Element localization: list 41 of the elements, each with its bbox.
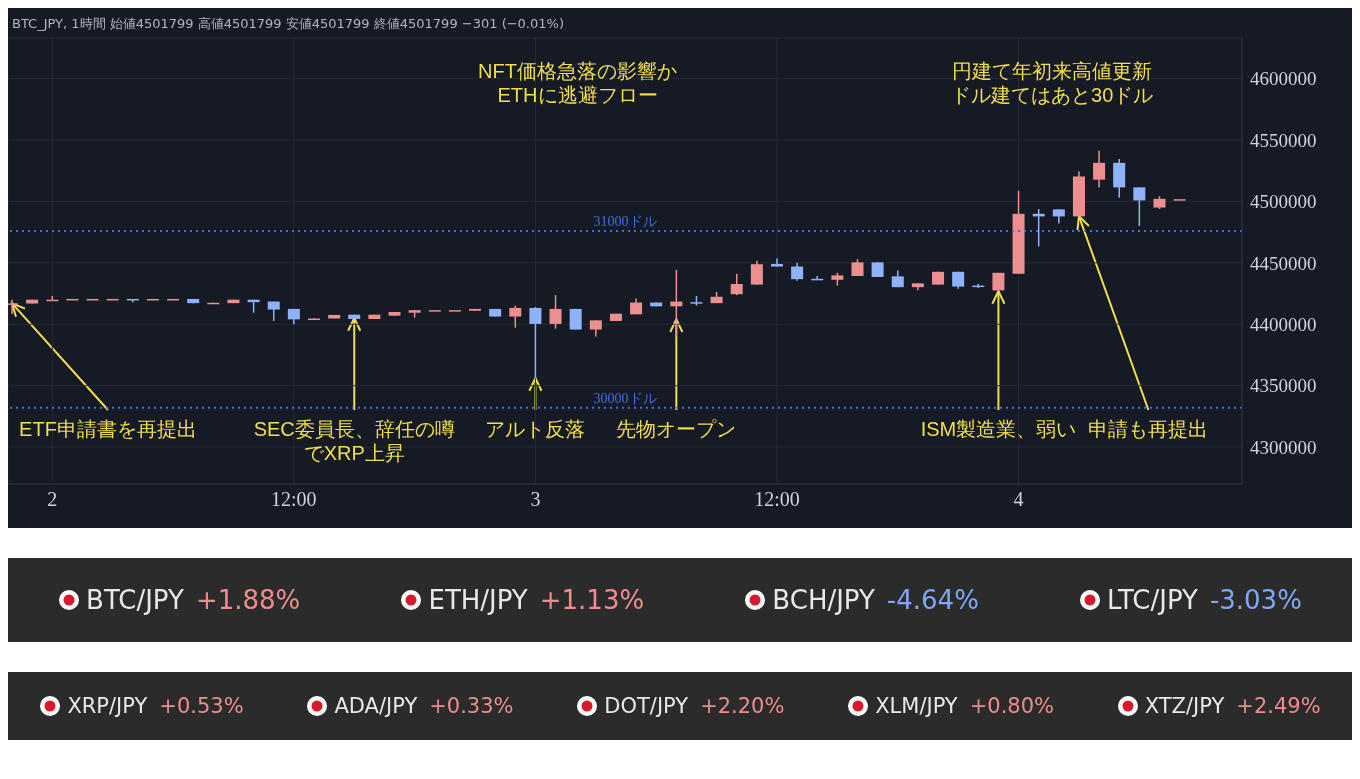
- candlestick: [509, 304, 522, 329]
- text: XRP/JPY +0.53%: [67, 694, 244, 718]
- chart-title: BTC_JPY, 1時間 始値4501799 高値4501799 安値4501799 終値4501799 −301 (−0.01%): [12, 16, 564, 31]
- candlestick: [1133, 186, 1146, 227]
- candlestick: [750, 259, 763, 286]
- candlestick: [549, 294, 562, 330]
- x-tick-label: 3: [530, 488, 541, 511]
- annotation: ETF申請書を再提出: [19, 418, 197, 440]
- x-tick-label: 2: [47, 488, 58, 511]
- annotation: 円建て年初来高値更新ドル建てはあと30ドル: [951, 60, 1154, 106]
- y-tick-label: 4400000: [1250, 314, 1317, 336]
- candlestick: [730, 273, 743, 296]
- x-tick-label: 4: [1013, 488, 1024, 511]
- ref-line-label: 30000ドル: [593, 390, 657, 406]
- annotation: ISM製造業、弱い: [920, 418, 1077, 440]
- text: ETH/JPY +1.13%: [428, 585, 645, 615]
- text: BTC/JPY +1.88%: [86, 585, 301, 615]
- candlestick: [791, 261, 804, 282]
- x-tick-label: 12:00: [271, 488, 317, 511]
- y-tick-label: 4550000: [1250, 129, 1317, 151]
- text: XLM/JPY +0.80%: [875, 694, 1055, 718]
- annotation: 申請も再提出: [1088, 418, 1209, 440]
- annotation: アルト反落: [485, 418, 586, 440]
- annotation: NFT価格急落の影響かETHに逃避フロー: [478, 60, 677, 106]
- text: XTZ/JPY +2.49%: [1144, 694, 1321, 718]
- annotation: 先物オープン: [616, 418, 737, 440]
- text: BCH/JPY -4.64%: [772, 585, 979, 615]
- y-tick-label: 4300000: [1250, 436, 1317, 458]
- annotation: SEC委員長、辞任の噂でXRP上昇: [253, 418, 455, 464]
- text: ADA/JPY +0.33%: [334, 694, 514, 718]
- y-tick-label: 4600000: [1250, 68, 1317, 90]
- y-tick-label: 4450000: [1250, 252, 1317, 274]
- ref-line-label: 31000ドル: [593, 213, 657, 229]
- text: DOT/JPY +2.20%: [604, 694, 785, 718]
- candlestick: [1093, 149, 1106, 189]
- text: LTC/JPY -3.03%: [1107, 585, 1302, 615]
- candlestick: [770, 257, 783, 268]
- y-tick-label: 4350000: [1250, 375, 1317, 397]
- y-tick-label: 4500000: [1250, 191, 1317, 213]
- x-tick-label: 12:00: [754, 488, 800, 511]
- candlestick: [8, 298, 19, 315]
